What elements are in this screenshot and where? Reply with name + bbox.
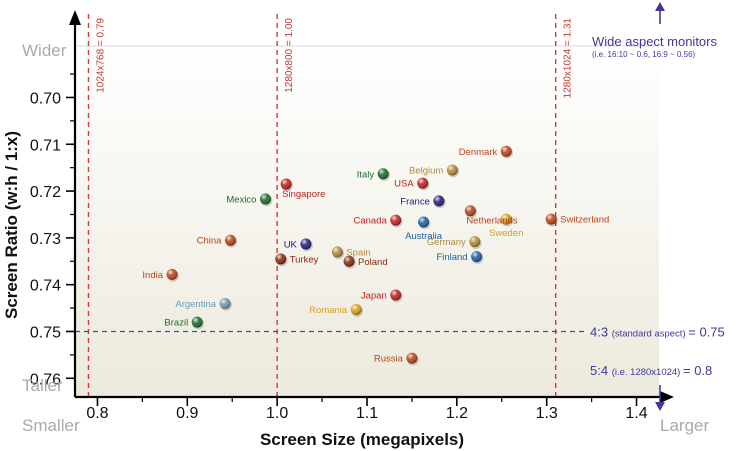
wide-aspect-title: Wide aspect monitors	[592, 34, 717, 49]
point-shine	[446, 164, 458, 176]
point-shine	[219, 297, 231, 309]
point-label-usa: USA	[394, 179, 414, 190]
point-label-sweden: Sweden	[489, 228, 523, 239]
point-shine	[433, 195, 445, 207]
x-axis-arrow	[660, 391, 674, 403]
y-tick-label: 0.74	[30, 278, 61, 295]
point-label-japan: Japan	[361, 290, 387, 301]
point-label-belgium: Belgium	[409, 166, 443, 177]
point-label-netherlands: Netherlands	[466, 216, 517, 227]
point-shine	[469, 236, 481, 248]
point-shine	[418, 216, 430, 228]
y-tick-label: 0.73	[30, 231, 61, 248]
point-label-germany: Germany	[427, 237, 466, 248]
y-axis-arrow	[69, 10, 81, 25]
y-axis-title: Screen Ratio (w:h / 1:x)	[2, 131, 21, 319]
point-label-russia: Russia	[374, 354, 404, 365]
point-label-france: France	[400, 196, 430, 207]
point-label-switzerland: Switzerland	[560, 215, 609, 226]
reference-line-label: 1024x768 = 0.79	[95, 18, 106, 93]
x-axis-title: Screen Size (megapixels)	[260, 430, 464, 449]
larger-label: Larger	[660, 416, 709, 435]
point-shine	[166, 268, 178, 280]
standard-aspect-label: 4:3 (standard aspect) = 0.75	[590, 324, 725, 339]
point-shine	[500, 145, 512, 157]
x-tick-label: 1.2	[446, 405, 468, 422]
y-tick-label: 0.76	[30, 371, 61, 388]
point-shine	[500, 213, 512, 225]
point-label-mexico: Mexico	[226, 195, 256, 206]
point-label-finland: Finland	[436, 252, 467, 263]
wider-label: Wider	[22, 41, 67, 60]
x-tick-label: 0.8	[86, 405, 108, 422]
text-labels: 1024x768 = 0.79 1280x800 = 1.00 1280x1024 …	[2, 18, 725, 449]
point-label-italy: Italy	[357, 169, 375, 180]
x-tick-label: 1.1	[356, 405, 378, 422]
five-four-label: 5:4 (i.e. 1280x1024) = 0.8	[590, 363, 712, 378]
point-label-poland: Poland	[358, 257, 388, 268]
point-shine	[259, 193, 271, 205]
point-shine	[377, 168, 389, 180]
reference-lines	[75, 14, 585, 397]
reference-line-label: 1280x1024 = 1.31	[563, 18, 574, 99]
x-tick-label: 1.3	[536, 405, 558, 422]
taller-label: Taller	[22, 376, 63, 395]
wide-aspect-note: (i.e. 16:10 ~ 0.6, 16:9 ~ 0.56)	[592, 50, 696, 59]
point-label-china: China	[197, 236, 223, 247]
point-shine	[350, 303, 362, 315]
smaller-label: Smaller	[22, 416, 80, 435]
point-shine	[275, 253, 287, 265]
point-label-india: India	[142, 270, 163, 281]
point-label-romania: Romania	[309, 305, 348, 316]
point-shine	[300, 238, 312, 250]
point-shine	[390, 289, 402, 301]
x-tick-label: 0.9	[176, 405, 198, 422]
point-label-argentina: Argentina	[175, 299, 216, 310]
five-four-arrow-head	[655, 402, 665, 411]
point-shine	[464, 205, 476, 217]
reference-line-label: 1280x800 = 1.00	[284, 18, 295, 93]
x-tick-label: 1.0	[266, 405, 288, 422]
point-label-brazil: Brazil	[164, 318, 188, 329]
point-shine	[471, 251, 483, 263]
point-shine	[406, 352, 418, 364]
y-tick-label: 0.75	[30, 324, 61, 341]
point-shine	[224, 234, 236, 246]
point-shine	[417, 177, 429, 189]
data-points	[166, 145, 558, 366]
point-shine	[545, 213, 557, 225]
point-label-denmark: Denmark	[459, 147, 498, 158]
x-tick-label: 1.4	[625, 405, 647, 422]
point-label-turkey: Turkey	[290, 254, 319, 265]
point-shine	[280, 178, 292, 190]
y-tick-label: 0.70	[30, 90, 61, 107]
point-shine	[390, 214, 402, 226]
y-tick-label: 0.72	[30, 184, 61, 201]
point-label-canada: Canada	[353, 216, 387, 227]
point-label-uk: UK	[284, 239, 298, 250]
y-tick-label: 0.71	[30, 137, 61, 154]
plot-background	[75, 46, 659, 397]
point-label-spain: Spain	[346, 247, 370, 258]
point-label-singapore: Singapore	[282, 189, 325, 200]
point-label-australia: Australia	[405, 231, 443, 242]
point-shine	[343, 255, 355, 267]
wide-arrow-head	[655, 2, 665, 11]
point-shine	[191, 316, 203, 328]
axes	[66, 2, 674, 411]
point-shine	[331, 246, 343, 258]
